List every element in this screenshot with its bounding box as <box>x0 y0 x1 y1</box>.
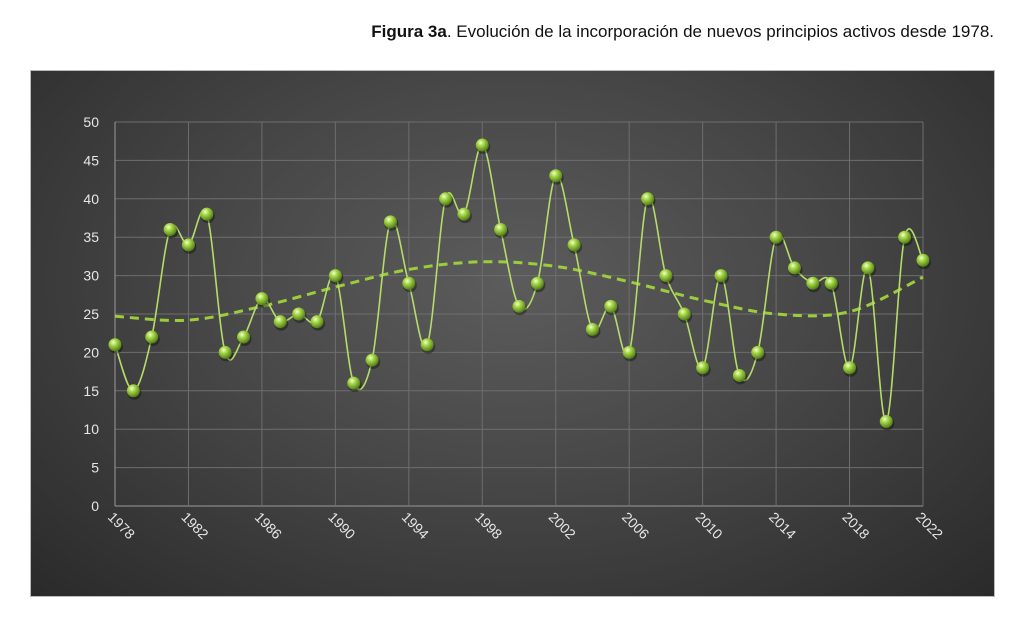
data-point <box>787 261 801 275</box>
data-point <box>677 307 691 321</box>
data-point <box>622 345 636 359</box>
y-tick-label: 5 <box>91 460 99 476</box>
line-chart: 0 5 10 15 20 25 30 35 40 45 50 1978 1982 1986 1990 1994… <box>83 114 946 542</box>
x-tick-label: 2010 <box>693 509 726 542</box>
data-point <box>751 345 765 359</box>
data-point <box>310 315 324 329</box>
data-point <box>732 368 746 382</box>
data-point <box>255 292 269 306</box>
data-point <box>328 269 342 283</box>
y-tick-label: 45 <box>83 152 99 168</box>
x-tick-label: 1990 <box>325 509 358 542</box>
y-tick-label: 35 <box>83 229 99 245</box>
data-point <box>714 269 728 283</box>
data-point <box>365 353 379 367</box>
x-tick-label: 2018 <box>839 509 872 542</box>
data-point <box>898 230 912 244</box>
data-point <box>696 361 710 375</box>
data-point <box>163 223 177 237</box>
caption-label: Figura 3a <box>371 22 447 41</box>
x-tick-label: 1994 <box>399 509 432 542</box>
data-point <box>420 338 434 352</box>
data-point <box>824 276 838 290</box>
data-point <box>806 276 820 290</box>
y-tick-label: 30 <box>83 268 99 284</box>
x-tick-label: 2002 <box>546 509 579 542</box>
data-point <box>916 253 930 267</box>
y-tick-label: 0 <box>91 498 99 514</box>
data-point <box>273 315 287 329</box>
data-point <box>530 276 544 290</box>
figure-caption: Figura 3a. Evolución de la incorporación… <box>371 22 994 42</box>
x-tick-label: 1998 <box>472 509 505 542</box>
data-point <box>843 361 857 375</box>
data-point <box>126 384 140 398</box>
data-point <box>659 269 673 283</box>
y-tick-label: 10 <box>83 421 99 437</box>
data-point <box>769 230 783 244</box>
data-point <box>145 330 159 344</box>
y-tick-label: 15 <box>83 383 99 399</box>
caption-text: . Evolución de la incorporación de nuevo… <box>446 22 994 41</box>
data-point <box>383 215 397 229</box>
x-tick-label: 1982 <box>178 509 211 542</box>
data-point <box>604 299 618 313</box>
chart-panel: 0 5 10 15 20 25 30 35 40 45 50 1978 1982 1986 1990 1994… <box>30 70 995 597</box>
data-point <box>402 276 416 290</box>
data-point <box>457 207 471 221</box>
data-point <box>347 376 361 390</box>
data-point <box>549 169 563 183</box>
data-point <box>512 299 526 313</box>
data-point <box>494 223 508 237</box>
series-line <box>114 144 924 423</box>
x-tick-label: 1986 <box>252 509 285 542</box>
y-tick-label: 50 <box>83 114 99 130</box>
y-tick-label: 25 <box>83 306 99 322</box>
data-point <box>218 345 232 359</box>
data-point <box>475 138 489 152</box>
data-point <box>237 330 251 344</box>
data-point <box>439 192 453 206</box>
data-point <box>108 338 122 352</box>
x-tick-label: 2014 <box>766 509 799 542</box>
x-tick-label: 2022 <box>913 509 946 542</box>
data-point <box>861 261 875 275</box>
data-point <box>879 415 893 429</box>
y-tick-label: 20 <box>83 344 99 360</box>
data-point <box>181 238 195 252</box>
x-tick-label: 2006 <box>619 509 652 542</box>
data-point <box>292 307 306 321</box>
x-tick-label: 1978 <box>105 509 138 542</box>
data-point <box>567 238 581 252</box>
y-tick-label: 40 <box>83 191 99 207</box>
data-point <box>641 192 655 206</box>
data-point <box>585 322 599 336</box>
data-point <box>200 207 214 221</box>
